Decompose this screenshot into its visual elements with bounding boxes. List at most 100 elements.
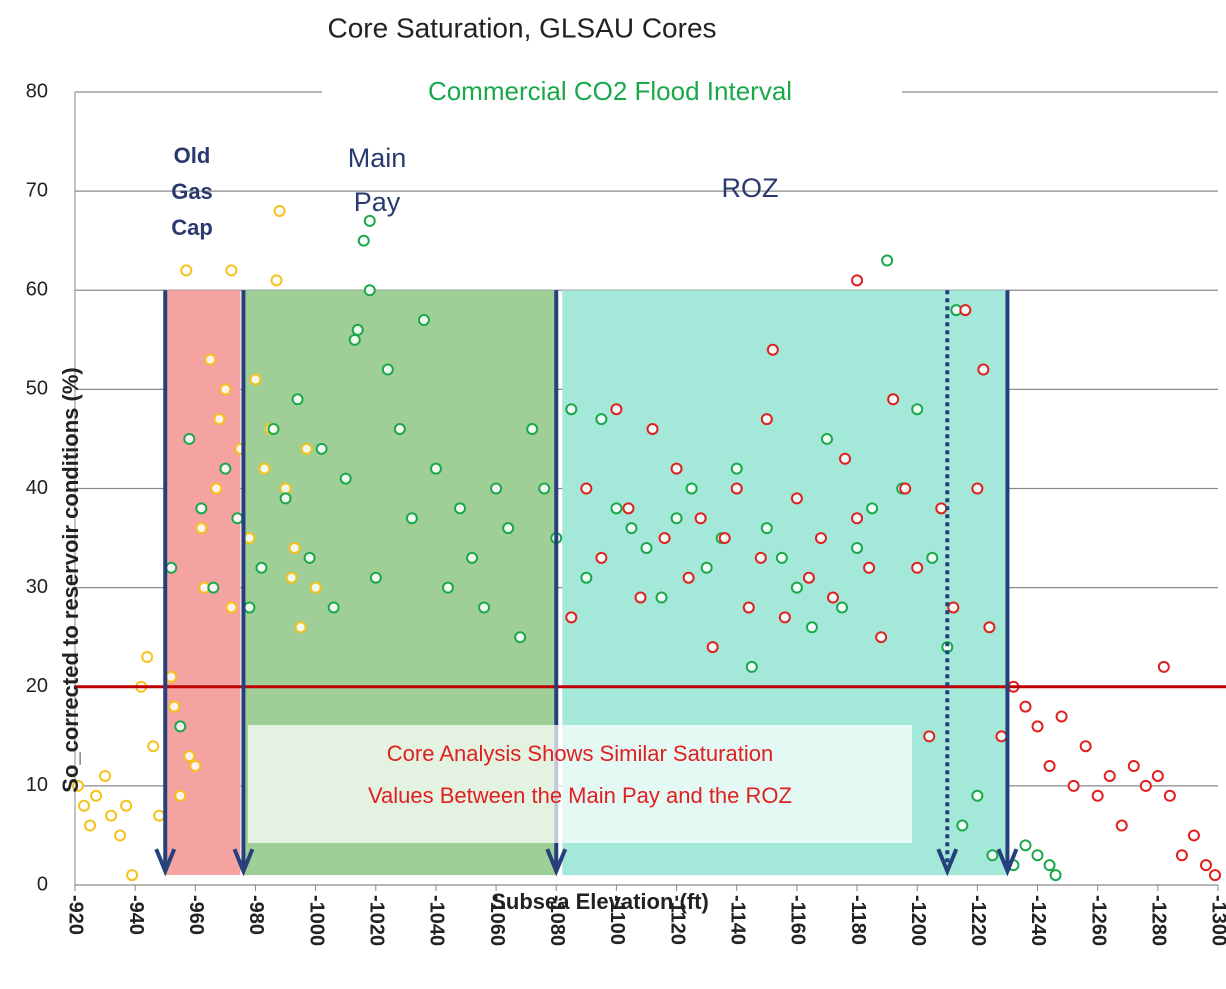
x-tick-label: -1180	[847, 895, 869, 945]
data-point	[195, 502, 208, 515]
data-point	[207, 581, 220, 594]
data-point	[291, 393, 304, 406]
data-point	[243, 532, 256, 545]
data-point	[339, 472, 352, 485]
data-point	[959, 304, 972, 317]
annotation: Main	[348, 143, 407, 173]
data-point	[213, 413, 226, 426]
data-point	[1079, 740, 1092, 753]
data-point	[279, 482, 292, 495]
data-point	[826, 591, 839, 604]
data-point	[538, 482, 551, 495]
data-point	[1151, 769, 1164, 782]
annotation: Gas	[171, 179, 213, 204]
data-point	[294, 621, 307, 634]
data-point	[670, 512, 683, 525]
x-tick-label: -980	[245, 895, 267, 935]
data-point	[565, 403, 578, 416]
data-point	[971, 482, 984, 495]
data-point	[126, 869, 139, 882]
y-tick-label: 20	[26, 675, 48, 697]
data-point	[685, 482, 698, 495]
data-point	[393, 423, 406, 436]
callout-text: Values Between the Main Pay and the ROZ	[368, 783, 792, 808]
data-point	[820, 432, 833, 445]
data-point	[745, 660, 758, 673]
data-point	[923, 730, 936, 743]
data-point	[694, 512, 707, 525]
data-point	[875, 631, 888, 644]
data-point	[84, 819, 97, 832]
data-point	[363, 214, 376, 227]
data-point	[595, 413, 608, 426]
data-point	[1199, 859, 1212, 872]
data-point	[204, 353, 217, 366]
data-point	[502, 522, 515, 535]
data-point	[935, 502, 948, 515]
x-tick-label: -1080	[546, 895, 568, 946]
data-point	[72, 779, 85, 792]
data-point	[1043, 760, 1056, 773]
data-point	[1139, 779, 1152, 792]
data-point	[273, 204, 286, 217]
data-point	[1031, 720, 1044, 733]
data-point	[90, 789, 103, 802]
data-point	[760, 522, 773, 535]
data-point	[977, 363, 990, 376]
data-point	[790, 492, 803, 505]
data-point	[851, 541, 864, 554]
data-point	[174, 720, 187, 733]
data-point	[363, 284, 376, 297]
data-point	[351, 323, 364, 336]
data-point	[267, 423, 280, 436]
data-point	[983, 621, 996, 634]
x-tick-label: -1100	[606, 895, 628, 945]
annotation: Pay	[354, 187, 401, 217]
data-point	[1157, 660, 1170, 673]
data-point	[288, 541, 301, 554]
data-point	[839, 452, 852, 465]
data-point	[1187, 829, 1200, 842]
data-point	[514, 631, 527, 644]
x-tick-label: -1280	[1148, 895, 1170, 946]
y-tick-label: 60	[26, 279, 48, 301]
annotation-bg	[322, 72, 902, 112]
data-point	[174, 789, 187, 802]
data-point	[466, 551, 479, 564]
data-point	[565, 611, 578, 624]
data-point	[219, 383, 232, 396]
arrow-head	[154, 848, 177, 877]
data-point	[790, 581, 803, 594]
data-point	[881, 254, 894, 267]
arrow-head	[936, 848, 959, 877]
arrow-head	[996, 848, 1019, 877]
data-point	[911, 561, 924, 574]
data-point	[243, 601, 256, 614]
data-point	[956, 819, 969, 832]
data-point	[670, 462, 683, 475]
data-point	[195, 522, 208, 535]
data-point	[866, 502, 879, 515]
data-point	[369, 571, 382, 584]
data-point	[580, 482, 593, 495]
data-point	[610, 403, 623, 416]
data-point	[1049, 869, 1062, 882]
y-tick-label: 70	[26, 179, 48, 201]
data-point	[625, 522, 638, 535]
x-tick-label: -1300	[1208, 895, 1226, 946]
data-point	[303, 551, 316, 564]
x-tick-label: -1120	[666, 895, 688, 945]
x-tick-label: -1020	[366, 895, 388, 946]
data-point	[986, 849, 999, 862]
data-point	[1103, 769, 1116, 782]
data-point	[580, 571, 593, 584]
data-point	[183, 432, 196, 445]
x-tick-label: -1200	[907, 895, 929, 946]
plot	[72, 204, 1226, 882]
data-point	[381, 363, 394, 376]
data-point	[114, 829, 127, 842]
data-point	[700, 561, 713, 574]
callout-text: Core Analysis Shows Similar Saturation	[387, 741, 773, 766]
data-point	[441, 581, 454, 594]
